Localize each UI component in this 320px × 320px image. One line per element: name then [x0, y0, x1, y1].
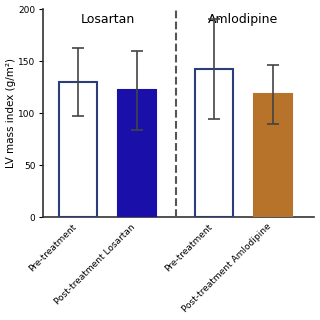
Text: Amlodipine: Amlodipine — [208, 13, 279, 26]
Bar — [118, 90, 156, 217]
Text: Losartan: Losartan — [80, 13, 135, 26]
Bar — [59, 82, 97, 217]
Bar — [195, 69, 233, 217]
Y-axis label: LV mass index (g/m²): LV mass index (g/m²) — [5, 58, 16, 168]
Bar — [254, 94, 292, 217]
